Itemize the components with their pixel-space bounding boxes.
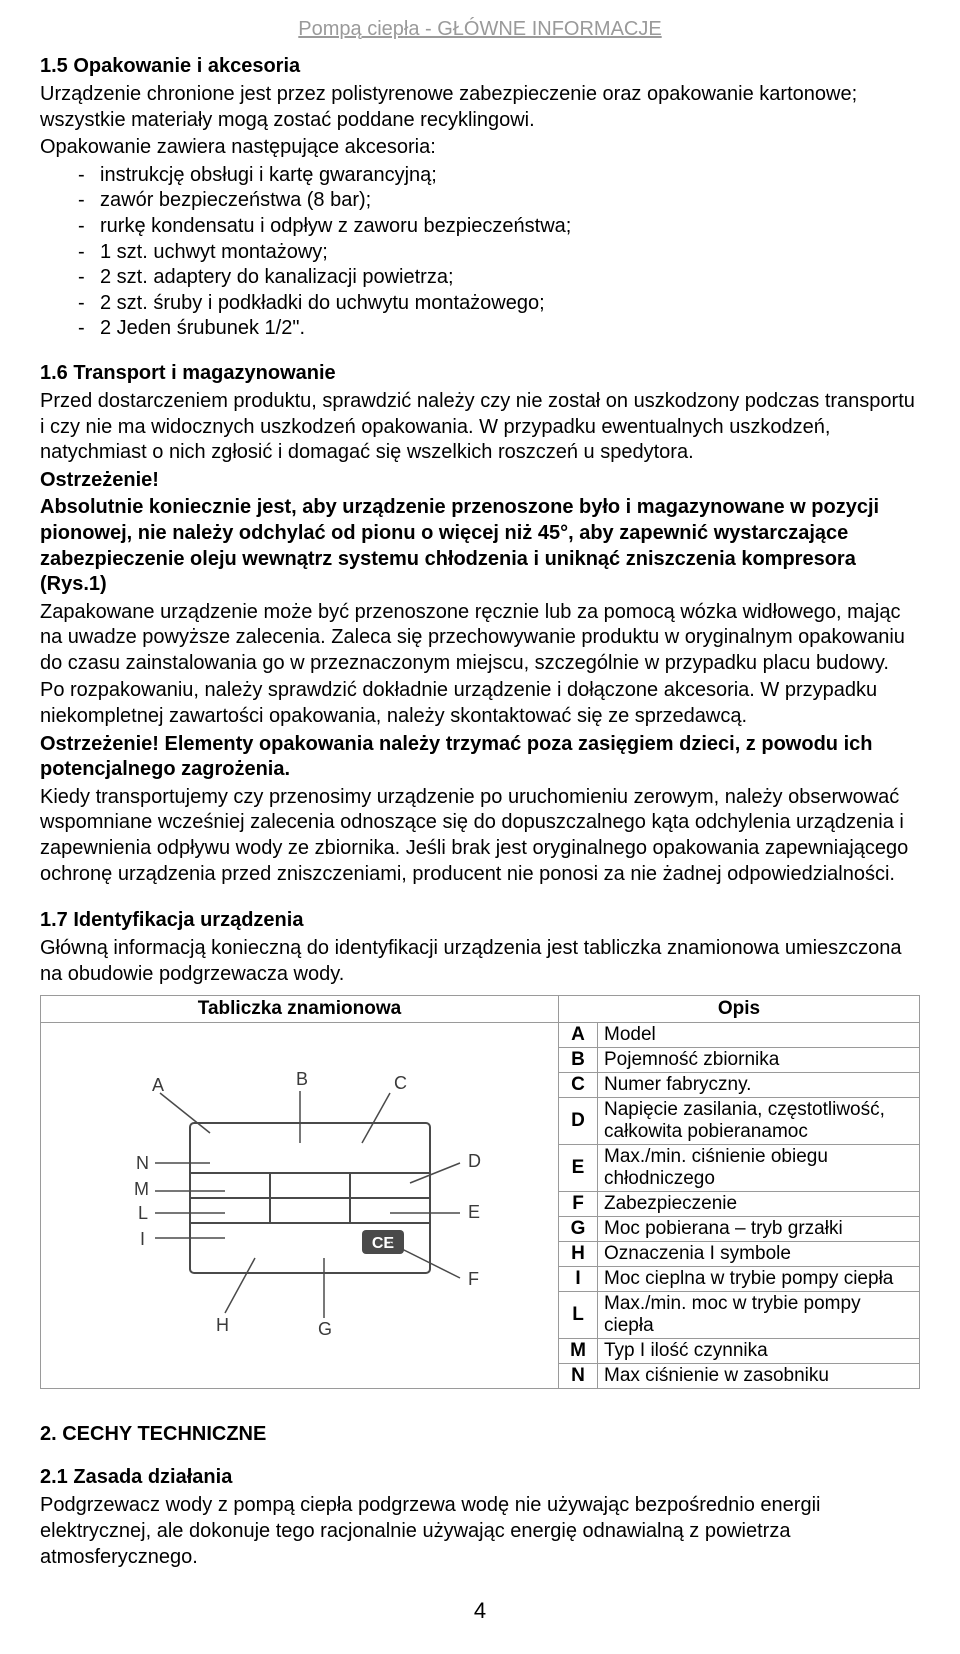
- table-key: L: [559, 1292, 598, 1339]
- diagram-label-b: B: [296, 1069, 308, 1089]
- list-item: -2 szt. śruby i podkładki do uchwytu mon…: [40, 291, 920, 317]
- diagram-label-g: G: [318, 1319, 332, 1339]
- s16-warn1-body: Absolutnie koniecznie jest, aby urządzen…: [40, 495, 920, 597]
- s16-p3: Po rozpakowaniu, należy sprawdzić dokład…: [40, 678, 920, 729]
- table-key: D: [559, 1098, 598, 1145]
- table-key: H: [559, 1242, 598, 1267]
- table-desc: Max./min. ciśnienie obiegu chłodniczego: [598, 1145, 920, 1192]
- s16-warn2: Ostrzeżenie! Elementy opakowania należy …: [40, 732, 920, 783]
- s16-warn1-label: Ostrzeżenie!: [40, 468, 920, 494]
- s15-p2: Opakowanie zawiera następujące akcesoria…: [40, 135, 920, 161]
- s15-p1: Urządzenie chronione jest przez polistyr…: [40, 82, 920, 133]
- list-item: -1 szt. uchwyt montażowy;: [40, 240, 920, 266]
- page-header: Pompą ciepła - GŁÓWNE INFORMACJE: [40, 18, 920, 41]
- table-key: E: [559, 1145, 598, 1192]
- s15-list: -instrukcję obsługi i kartę gwarancyjną;…: [40, 163, 920, 342]
- table-desc: Moc pobierana – tryb grzałki: [598, 1217, 920, 1242]
- table-desc: Max ciśnienie w zasobniku: [598, 1364, 920, 1389]
- s16-p1: Przed dostarczeniem produktu, sprawdzić …: [40, 389, 920, 466]
- table-desc: Model: [598, 1023, 920, 1048]
- table-desc: Numer fabryczny.: [598, 1073, 920, 1098]
- list-item: -2 Jeden śrubunek 1/2".: [40, 316, 920, 342]
- nameplate-table: Tabliczka znamionowa Opis: [40, 995, 920, 1389]
- table-desc: Pojemność zbiornika: [598, 1048, 920, 1073]
- table-key: F: [559, 1192, 598, 1217]
- diagram-label-h: H: [216, 1315, 229, 1335]
- list-item: -2 szt. adaptery do kanalizacji powietrz…: [40, 265, 920, 291]
- diagram-label-l: L: [138, 1203, 148, 1223]
- section-1-7-title: 1.7 Identyfikacja urządzenia: [40, 909, 920, 932]
- list-item: -rurkę kondensatu i odpływ z zaworu bezp…: [40, 214, 920, 240]
- document-page: Pompą ciepła - GŁÓWNE INFORMACJE 1.5 Opa…: [0, 0, 960, 1654]
- nameplate-diagram-cell: CE: [41, 1023, 559, 1389]
- table-key: G: [559, 1217, 598, 1242]
- s16-p4: Kiedy transportujemy czy przenosimy urzą…: [40, 785, 920, 887]
- diagram-label-e: E: [468, 1202, 480, 1222]
- section-1-5-title: 1.5 Opakowanie i akcesoria: [40, 55, 920, 78]
- section-2-1-title: 2.1 Zasada działania: [40, 1466, 920, 1489]
- diagram-label-n: N: [136, 1153, 149, 1173]
- diagram-label-i: I: [140, 1229, 145, 1249]
- s17-p1: Główną informacją konieczną do identyfik…: [40, 936, 920, 987]
- list-item: -instrukcję obsługi i kartę gwarancyjną;: [40, 163, 920, 189]
- table-desc: Typ I ilość czynnika: [598, 1339, 920, 1364]
- table-key: N: [559, 1364, 598, 1389]
- diagram-label-m: M: [134, 1179, 149, 1199]
- diagram-label-a: A: [152, 1075, 164, 1095]
- table-desc: Moc cieplna w trybie pompy ciepła: [598, 1267, 920, 1292]
- ce-mark-icon: CE: [362, 1230, 404, 1254]
- page-number: 4: [40, 1598, 920, 1624]
- table-key: I: [559, 1267, 598, 1292]
- s16-p2: Zapakowane urządzenie może być przenoszo…: [40, 600, 920, 677]
- table-head-right: Opis: [559, 996, 920, 1023]
- table-desc: Zabezpieczenie: [598, 1192, 920, 1217]
- diagram-label-f: F: [468, 1269, 479, 1289]
- table-desc: Napięcie zasilania, częstotliwość, całko…: [598, 1098, 920, 1145]
- nameplate-diagram: CE: [90, 1063, 510, 1343]
- table-key: M: [559, 1339, 598, 1364]
- diagram-label-d: D: [468, 1151, 481, 1171]
- table-desc: Max./min. moc w trybie pompy ciepła: [598, 1292, 920, 1339]
- table-key: A: [559, 1023, 598, 1048]
- diagram-label-c: C: [394, 1073, 407, 1093]
- s21-p1: Podgrzewacz wody z pompą ciepła podgrzew…: [40, 1493, 920, 1570]
- table-key: C: [559, 1073, 598, 1098]
- table-key: B: [559, 1048, 598, 1073]
- table-desc: Oznaczenia I symbole: [598, 1242, 920, 1267]
- section-1-6-title: 1.6 Transport i magazynowanie: [40, 362, 920, 385]
- list-item: -zawór bezpieczeństwa (8 bar);: [40, 188, 920, 214]
- section-2-title: 2. CECHY TECHNICZNE: [40, 1423, 920, 1446]
- table-head-left: Tabliczka znamionowa: [41, 996, 559, 1023]
